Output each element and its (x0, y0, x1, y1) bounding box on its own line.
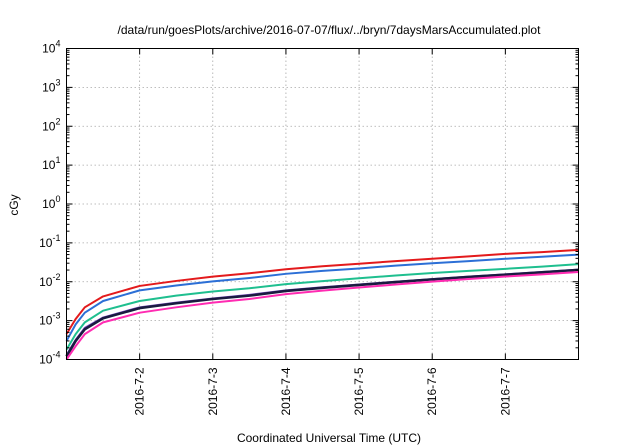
x-tick-label: 2016-7-6 (425, 367, 439, 415)
data-series (65, 248, 579, 361)
y-tick-label: 103 (42, 77, 60, 94)
series-line (65, 268, 579, 358)
series-line (65, 271, 579, 361)
x-axis-label: Coordinated Universal Time (UTC) (237, 431, 421, 445)
y-tick-label: 10-2 (39, 272, 60, 289)
y-axis-label: cGy (7, 194, 21, 215)
series-line (65, 263, 579, 351)
y-tick-label: 10-4 (39, 350, 60, 367)
series-line (65, 253, 579, 342)
x-tick-label: 2016-7-7 (498, 367, 512, 415)
series-line (65, 248, 579, 335)
y-tick-label: 10-3 (39, 311, 60, 328)
y-tick-label: 102 (42, 116, 60, 133)
y-axis-ticks: 10-4 10-3 10-2 10-1 100 101 102 103 104 (39, 39, 579, 367)
chart-title: /data/run/goesPlots/archive/2016-07-07/f… (118, 23, 542, 37)
x-tick-label: 2016-7-4 (279, 367, 293, 415)
x-axis-ticks: 2016-7-2 2016-7-3 2016-7-4 2016-7-5 2016-7-6… (133, 48, 512, 416)
x-tick-label: 2016-7-2 (133, 367, 147, 415)
y-tick-label: 10-1 (39, 233, 60, 250)
x-tick-label: 2016-7-3 (206, 367, 220, 415)
y-tick-label: 101 (42, 155, 60, 172)
y-tick-label: 100 (42, 194, 60, 211)
x-tick-label: 2016-7-5 (352, 367, 366, 415)
y-tick-label: 104 (42, 39, 60, 56)
